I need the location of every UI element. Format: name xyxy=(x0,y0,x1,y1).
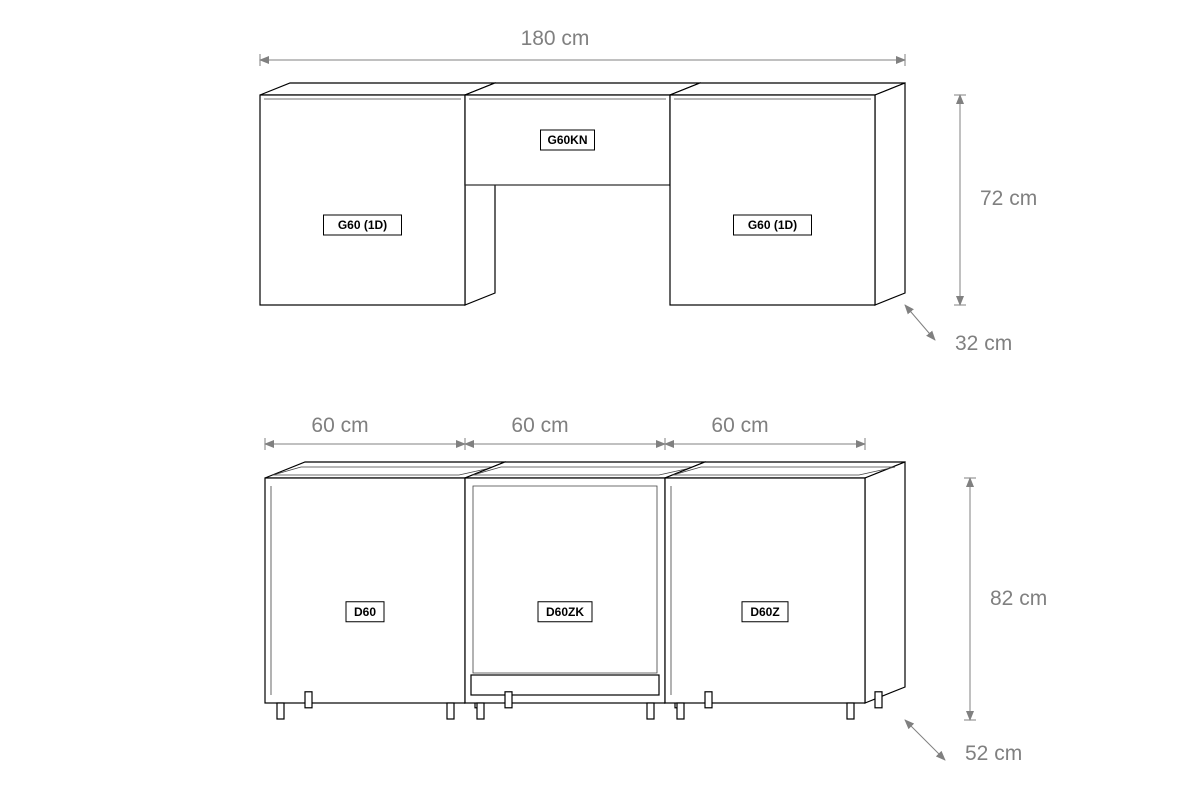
furniture-diagram: G60 (1D) G60KN G60 (1D) D60 D60ZK D60Z 180 cm 7… xyxy=(0,0,1200,800)
svg-text:32 cm: 32 cm xyxy=(955,332,1012,355)
svg-text:G60 (1D): G60 (1D) xyxy=(748,218,797,232)
svg-text:52 cm: 52 cm xyxy=(965,742,1022,765)
svg-text:60 cm: 60 cm xyxy=(711,414,768,437)
svg-text:D60: D60 xyxy=(354,605,376,619)
svg-text:G60 (1D): G60 (1D) xyxy=(338,218,387,232)
svg-text:82 cm: 82 cm xyxy=(990,587,1047,610)
svg-text:72 cm: 72 cm xyxy=(980,187,1037,210)
upper-G60 (1D) xyxy=(670,83,905,305)
svg-text:60 cm: 60 cm xyxy=(311,414,368,437)
svg-text:D60Z: D60Z xyxy=(750,605,779,619)
upper-G60 (1D) xyxy=(260,83,495,305)
svg-text:180 cm: 180 cm xyxy=(521,27,590,50)
svg-text:D60ZK: D60ZK xyxy=(546,605,584,619)
svg-text:G60KN: G60KN xyxy=(547,133,587,147)
lower-D60Z xyxy=(665,462,905,719)
svg-text:60 cm: 60 cm xyxy=(511,414,568,437)
